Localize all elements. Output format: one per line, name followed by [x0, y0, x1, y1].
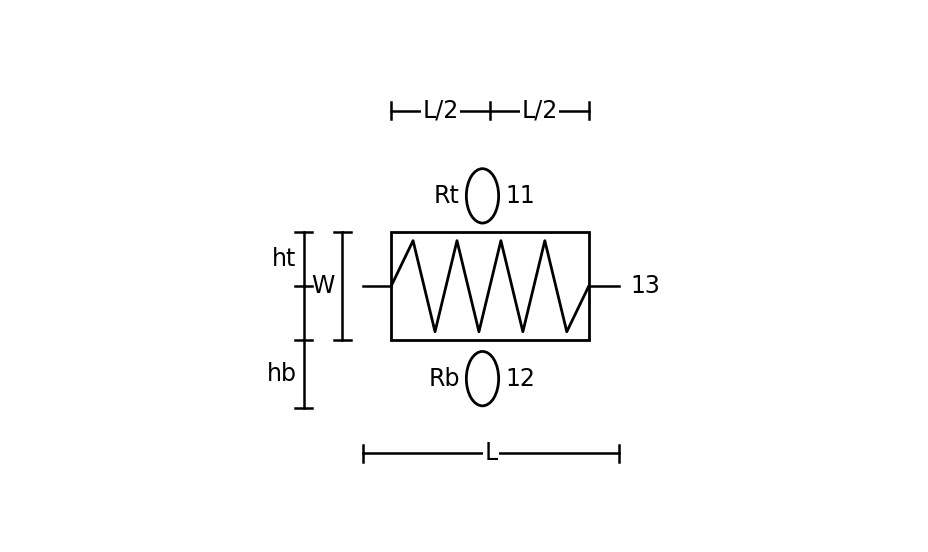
Text: 12: 12	[505, 367, 535, 391]
Text: 13: 13	[629, 274, 659, 298]
Text: L: L	[483, 441, 497, 465]
Bar	[391, 232, 588, 341]
Text: Rb: Rb	[428, 367, 459, 391]
Text: ht: ht	[272, 247, 296, 271]
Text: hb: hb	[266, 363, 296, 386]
Text: Rt: Rt	[433, 184, 459, 208]
Text: L/2: L/2	[422, 99, 458, 123]
Text: 11: 11	[505, 184, 535, 208]
Text: W: W	[311, 274, 335, 298]
Text: L/2: L/2	[521, 99, 557, 123]
